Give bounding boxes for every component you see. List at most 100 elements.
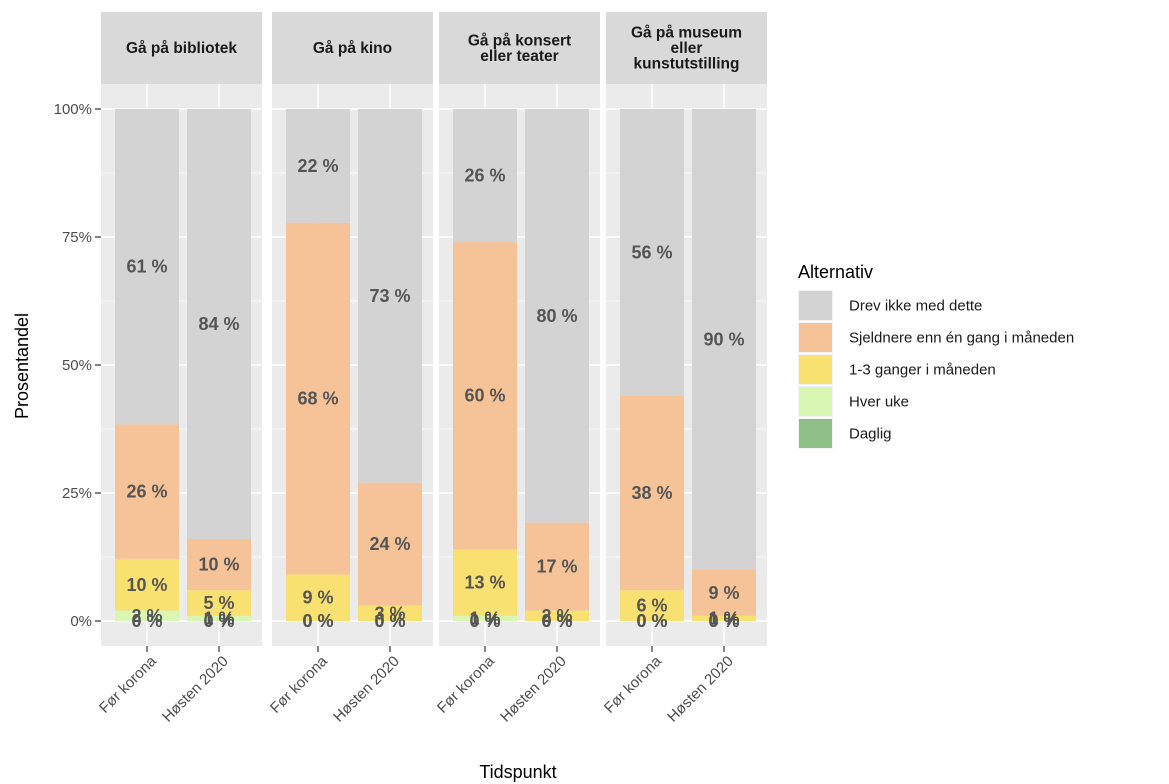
bar-segment xyxy=(358,109,422,483)
data-label: 38 % xyxy=(631,483,672,503)
bar-segment xyxy=(453,549,517,616)
x-tick-label: Før korona xyxy=(267,652,331,716)
legend-label: Hver uke xyxy=(849,394,909,411)
data-label: 0 % xyxy=(302,611,333,631)
facet-panel: Gå på kino 22 % 68 % 9 % 0 % 0 % Før korona 73 … xyxy=(267,12,433,726)
bar-segment xyxy=(358,482,422,606)
data-label: 61 % xyxy=(126,257,167,277)
legend-swatch xyxy=(799,355,832,384)
bar-segment xyxy=(453,615,517,621)
y-tick-label: 0% xyxy=(70,613,92,630)
data-label: 1 % xyxy=(203,608,234,628)
y-tick-label: 25% xyxy=(62,485,92,502)
bar-segment xyxy=(620,590,684,621)
data-label: 0 % xyxy=(469,611,500,631)
x-tick-label: Høsten 2020 xyxy=(497,653,570,726)
data-label: 60 % xyxy=(464,386,505,406)
bar-segment xyxy=(187,590,251,616)
bar-segment xyxy=(286,574,350,621)
bar-segment xyxy=(692,569,756,616)
bar-segment xyxy=(115,610,179,621)
y-axis-title: Prosentandel xyxy=(12,313,32,419)
data-label: 0 % xyxy=(541,611,572,631)
data-label: 26 % xyxy=(464,166,505,186)
y-axis: 0% 25% 50% 75% 100% xyxy=(54,101,101,630)
data-label: 0 % xyxy=(203,611,234,631)
bar-segment xyxy=(620,395,684,591)
data-label: 17 % xyxy=(536,557,577,577)
legend: Alternativ Drev ikke med dette Sjeldnere … xyxy=(798,262,1074,449)
legend-swatch xyxy=(799,387,832,416)
data-label: 56 % xyxy=(631,242,672,262)
data-label: 2 % xyxy=(131,606,162,626)
x-tick-label: Høsten 2020 xyxy=(330,653,403,726)
x-axis-title: Tidspunkt xyxy=(479,762,556,782)
legend-title: Alternativ xyxy=(798,262,873,282)
bar-segment xyxy=(358,605,422,621)
data-label: 0 % xyxy=(302,611,333,631)
legend-swatch xyxy=(799,323,832,352)
data-label: 3 % xyxy=(374,603,405,623)
y-tick-label: 100% xyxy=(54,101,92,118)
facet-strip xyxy=(101,12,262,84)
data-label: 6 % xyxy=(636,596,667,616)
bar-segment xyxy=(525,522,589,611)
x-tick-label: Før korona xyxy=(434,652,498,716)
data-label: 0 % xyxy=(374,611,405,631)
x-tick-label: Før korona xyxy=(601,652,665,716)
bar-segment xyxy=(115,424,179,559)
data-label: 5 % xyxy=(203,593,234,613)
y-tick-label: 75% xyxy=(62,229,92,246)
facet-title: Gå på museum xyxy=(631,25,742,42)
data-label: 0 % xyxy=(636,611,667,631)
bar-segment xyxy=(115,558,179,611)
data-label: 9 % xyxy=(302,588,333,608)
bar-segment xyxy=(620,109,684,396)
bar-segment xyxy=(115,109,179,425)
data-label: 26 % xyxy=(126,482,167,502)
data-label: 0 % xyxy=(131,611,162,631)
data-label: 0 % xyxy=(708,611,739,631)
facet-title: eller teater xyxy=(480,48,558,65)
bar-segment xyxy=(187,615,251,621)
bar-segment xyxy=(692,109,756,570)
facet-strip xyxy=(272,12,433,84)
bar-segment xyxy=(525,109,589,523)
data-label: 2 % xyxy=(541,606,572,626)
y-tick-label: 50% xyxy=(62,357,92,374)
facet-strip xyxy=(439,12,600,84)
bar-segment xyxy=(286,222,350,575)
data-label: 10 % xyxy=(198,555,239,575)
bar-segment xyxy=(286,109,350,223)
bar-segment xyxy=(187,109,251,540)
facet-strip xyxy=(606,12,767,84)
facet-title: Gå på bibliotek xyxy=(126,40,237,57)
x-tick-label: Før korona xyxy=(96,652,160,716)
legend-label: Sjeldnere enn én gang i måneden xyxy=(849,330,1074,347)
data-label: 0 % xyxy=(374,611,405,631)
data-label: 84 % xyxy=(198,314,239,334)
bar-segment xyxy=(453,242,517,550)
facet-title: eller xyxy=(671,40,703,57)
data-label: 80 % xyxy=(536,306,577,326)
data-label: 73 % xyxy=(369,286,410,306)
data-label: 90 % xyxy=(703,329,744,349)
legend-swatch xyxy=(799,419,832,448)
x-tick-label: Høsten 2020 xyxy=(664,653,737,726)
data-label: 0 % xyxy=(708,611,739,631)
legend-swatch xyxy=(799,291,832,320)
x-tick-label: Høsten 2020 xyxy=(159,653,232,726)
data-label: 9 % xyxy=(708,583,739,603)
bar-segment xyxy=(525,610,589,621)
data-label: 10 % xyxy=(126,575,167,595)
facet-title: Gå på konsert xyxy=(468,32,571,49)
legend-label: Daglig xyxy=(849,426,892,443)
facet-title: Gå på kino xyxy=(313,40,392,57)
bar-segment xyxy=(453,109,517,243)
legend-label: Drev ikke med dette xyxy=(849,298,982,315)
